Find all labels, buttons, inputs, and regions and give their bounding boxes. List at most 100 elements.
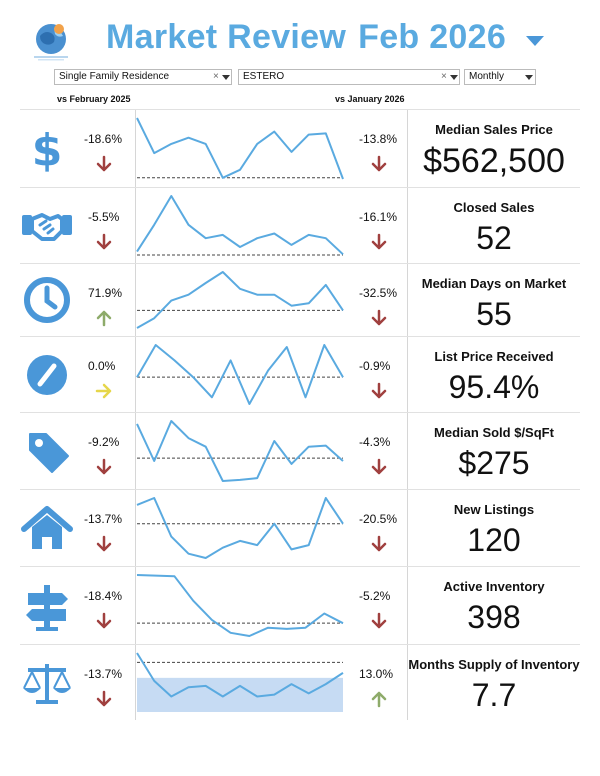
arrow-down-icon xyxy=(371,382,387,399)
trend-sparkline xyxy=(136,117,344,180)
metric-value: 95.4% xyxy=(448,369,540,405)
trend-line xyxy=(136,195,344,256)
clock-icon xyxy=(24,277,70,323)
metric-title: Median Sales Price xyxy=(435,122,553,137)
metric-title: New Listings xyxy=(453,502,535,517)
interval-select[interactable]: Monthly xyxy=(464,69,536,85)
trend-sparkline xyxy=(136,344,344,405)
clear-property-type-icon[interactable]: × xyxy=(213,71,219,82)
metric-title: List Price Received xyxy=(434,349,554,364)
area-select[interactable]: ESTERO × xyxy=(238,69,460,85)
trend-sparkline xyxy=(136,271,344,329)
report-period: Feb 2026 xyxy=(358,18,507,56)
trend-sparkline xyxy=(136,574,344,637)
arrow-down-icon xyxy=(96,690,112,707)
trend-sparkline xyxy=(136,497,344,559)
yoy-change: -13.7% xyxy=(84,667,123,681)
trend-line xyxy=(136,271,344,329)
metric-title: Months Supply of Inventory xyxy=(408,657,580,672)
trend-sparkline xyxy=(136,195,344,256)
divider xyxy=(135,110,136,720)
trend-line xyxy=(136,574,344,637)
metric-row: 0.0% -0.9% List Price Received 95.4% xyxy=(0,337,600,412)
trend-line xyxy=(136,420,344,482)
metric-value: 398 xyxy=(467,599,521,635)
arrow-down-icon xyxy=(96,535,112,552)
arrow-down-icon xyxy=(96,233,112,250)
chevron-down-icon xyxy=(525,75,533,80)
mom-change: 13.0% xyxy=(359,667,394,681)
mom-change: -5.2% xyxy=(359,589,391,603)
arrow-down-icon xyxy=(96,458,112,475)
mom-change: -20.5% xyxy=(359,512,398,526)
metric-value: $275 xyxy=(458,445,530,481)
divider xyxy=(20,412,580,413)
metric-title: Median Days on Market xyxy=(421,276,567,291)
metric-value: 7.7 xyxy=(471,677,517,713)
divider xyxy=(407,110,408,720)
mom-change: -4.3% xyxy=(359,435,391,449)
signpost-icon xyxy=(26,585,68,631)
divider xyxy=(20,187,580,188)
metric-row: -13.7% -20.5% New Listings 120 xyxy=(0,490,600,566)
metric-value: 52 xyxy=(476,220,512,256)
metric-title: Median Sold $/SqFt xyxy=(434,425,554,440)
report-header: Market Review Feb 2026 xyxy=(0,0,600,68)
metric-row: -5.5% -16.1% Closed Sales 52 xyxy=(0,188,600,263)
scales-icon xyxy=(23,664,71,704)
metric-title: Closed Sales xyxy=(453,200,535,215)
balanced-market-band xyxy=(137,677,343,712)
mom-change: -32.5% xyxy=(359,286,398,300)
globe-logo-icon xyxy=(34,24,68,61)
yoy-change: -5.5% xyxy=(88,210,120,224)
yoy-compare-label: vs February 2025 xyxy=(57,94,131,104)
trend-sparkline xyxy=(136,652,344,712)
handshake-icon xyxy=(22,213,72,241)
mom-change: -0.9% xyxy=(359,359,391,373)
metric-row: $ -18.6% -13.8% Median Sales Price $562,500 xyxy=(0,110,600,187)
filter-bar: Single Family Residence × ESTERO × Month… xyxy=(0,69,600,87)
metric-value: $562,500 xyxy=(423,142,565,180)
divider xyxy=(20,644,580,645)
metric-row: -9.2% -4.3% Median Sold $/SqFt $275 xyxy=(0,413,600,489)
trend-line xyxy=(136,117,344,180)
arrow-down-icon xyxy=(371,612,387,629)
arrow-down-icon xyxy=(96,155,112,172)
arrow-down-icon xyxy=(371,309,387,326)
metric-title: Active Inventory xyxy=(443,579,545,594)
svg-text:$: $ xyxy=(32,125,63,176)
yoy-change: 71.9% xyxy=(88,286,123,300)
divider xyxy=(20,336,580,337)
property-type-select[interactable]: Single Family Residence × xyxy=(54,69,232,85)
divider xyxy=(20,489,580,490)
arrow-down-icon xyxy=(371,155,387,172)
trend-sparkline xyxy=(136,420,344,482)
trend-line xyxy=(136,344,344,405)
mom-compare-label: vs January 2026 xyxy=(335,94,405,104)
report-title: Market Review xyxy=(106,18,347,56)
arrow-right-icon xyxy=(95,383,112,399)
arrow-down-icon xyxy=(371,458,387,475)
chevron-down-icon xyxy=(222,75,230,80)
chevron-down-icon xyxy=(450,75,458,80)
mom-change: -13.8% xyxy=(359,132,398,146)
metric-row: 71.9% -32.5% Median Days on Market 55 xyxy=(0,264,600,336)
arrow-down-icon xyxy=(96,612,112,629)
page-title: Market Review Feb 2026 xyxy=(106,18,506,57)
trend-line xyxy=(136,497,344,559)
divider xyxy=(20,263,580,264)
clear-area-icon[interactable]: × xyxy=(441,71,447,82)
yoy-change: -13.7% xyxy=(84,512,123,526)
house-icon xyxy=(21,506,73,549)
divider xyxy=(20,109,580,110)
area-value: ESTERO xyxy=(243,71,285,82)
arrow-down-icon xyxy=(371,233,387,250)
arrow-up-icon xyxy=(96,310,112,327)
arrow-down-icon xyxy=(371,535,387,552)
property-type-value: Single Family Residence xyxy=(59,71,170,82)
metric-row: -18.4% -5.2% Active Inventory 398 xyxy=(0,567,600,644)
yoy-change: -18.6% xyxy=(84,132,123,146)
yoy-change: 0.0% xyxy=(88,359,116,373)
caret-down-icon[interactable] xyxy=(524,34,546,48)
arrow-up-icon xyxy=(371,691,387,708)
